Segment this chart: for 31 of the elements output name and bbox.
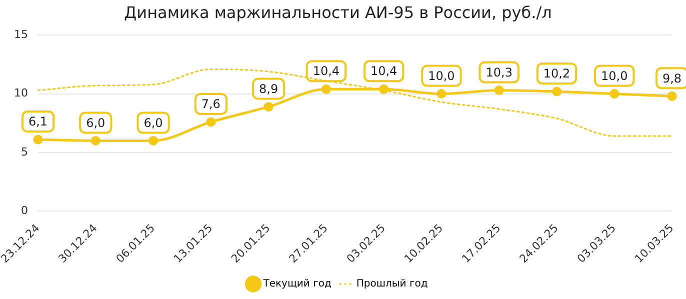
point <box>321 84 331 94</box>
legend-label: Текущий год <box>262 278 332 290</box>
data-label: 6,1 <box>28 114 48 129</box>
point <box>494 86 504 96</box>
y-tick-label: 10 <box>14 86 28 100</box>
y-tick-label: 5 <box>20 145 28 158</box>
point <box>667 91 677 101</box>
point <box>552 86 562 96</box>
point <box>610 89 620 99</box>
data-label: 6,0 <box>86 116 106 130</box>
point <box>264 102 274 112</box>
data-label: 10,0 <box>601 68 628 83</box>
data-label: 10,3 <box>486 65 512 80</box>
data-label: 8,9 <box>258 82 278 96</box>
point <box>33 134 43 144</box>
point <box>436 89 446 99</box>
point <box>90 136 100 146</box>
point <box>148 136 158 146</box>
chart-title: Динамика маржинальности АИ-95 в России, руб./л <box>124 2 552 22</box>
data-label: 10,4 <box>370 64 398 78</box>
data-label: 10,4 <box>312 64 340 78</box>
y-tick-label: 15 <box>14 28 28 42</box>
legend-label: Прошлый год <box>356 278 428 290</box>
data-label: 9,8 <box>662 71 682 86</box>
y-tick-label: 0 <box>20 204 28 217</box>
data-label: 10,0 <box>428 68 455 83</box>
data-label: 7,6 <box>201 97 220 112</box>
data-label: 10,2 <box>543 66 570 81</box>
data-label: 6,0 <box>144 116 163 130</box>
point <box>206 117 216 127</box>
point <box>379 84 389 94</box>
